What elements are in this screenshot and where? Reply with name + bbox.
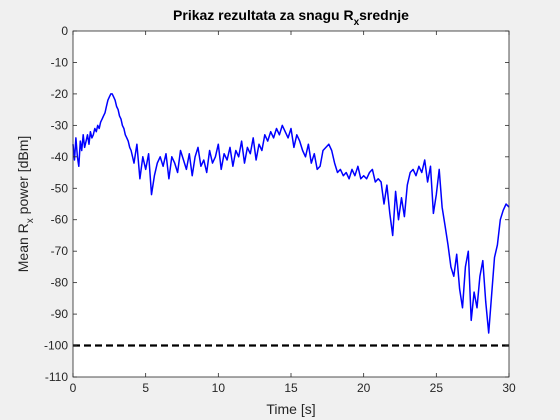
- y-tick-label: -80: [51, 276, 69, 290]
- y-tick-label: -70: [51, 244, 69, 258]
- series-layer: [72, 93, 510, 347]
- y-tick-label: -50: [51, 181, 69, 195]
- x-axis-label: Time [s]: [266, 401, 315, 417]
- chart-title: Prikaz rezultata za snagu Rxsrednje: [173, 7, 409, 28]
- y-tick-label: -100: [44, 339, 68, 353]
- y-tick-label: 0: [61, 24, 68, 38]
- y-tick-label: -30: [51, 118, 69, 132]
- y-tick-label: -10: [51, 55, 69, 69]
- tick-layer: 0 5 10 15 20 25 30 0 -10 -20 -30 -40 -50 -60 -70 -80 -90…: [44, 24, 516, 395]
- y-axis-label: Mean Rx power [dBm]: [15, 136, 36, 273]
- x-tick-label: 20: [357, 381, 371, 395]
- x-tick-label: 25: [430, 381, 444, 395]
- y-axis-label-subscript: x: [25, 218, 36, 223]
- chart-title-subscript: x: [354, 17, 360, 28]
- x-tick-label: 0: [70, 381, 77, 395]
- y-tick-label: -110: [45, 370, 68, 384]
- plot-area: [73, 31, 509, 377]
- x-tick-label: 5: [142, 381, 149, 395]
- y-axis-label-rest: power [dBm]: [15, 136, 31, 218]
- chart-title-main: Prikaz rezultata za snagu R: [173, 7, 354, 23]
- chart-title-rest: srednje: [359, 7, 409, 23]
- x-tick-label: 10: [212, 381, 226, 395]
- y-tick-label: -60: [51, 213, 69, 227]
- y-tick-label: -90: [51, 307, 69, 321]
- y-tick-label: -40: [51, 150, 69, 164]
- series-line-0: [72, 93, 510, 334]
- y-axis-label-main: Mean R: [15, 223, 31, 272]
- y-tick-label: -20: [51, 87, 69, 101]
- x-tick-label: 30: [502, 381, 516, 395]
- x-tick-label: 15: [284, 381, 298, 395]
